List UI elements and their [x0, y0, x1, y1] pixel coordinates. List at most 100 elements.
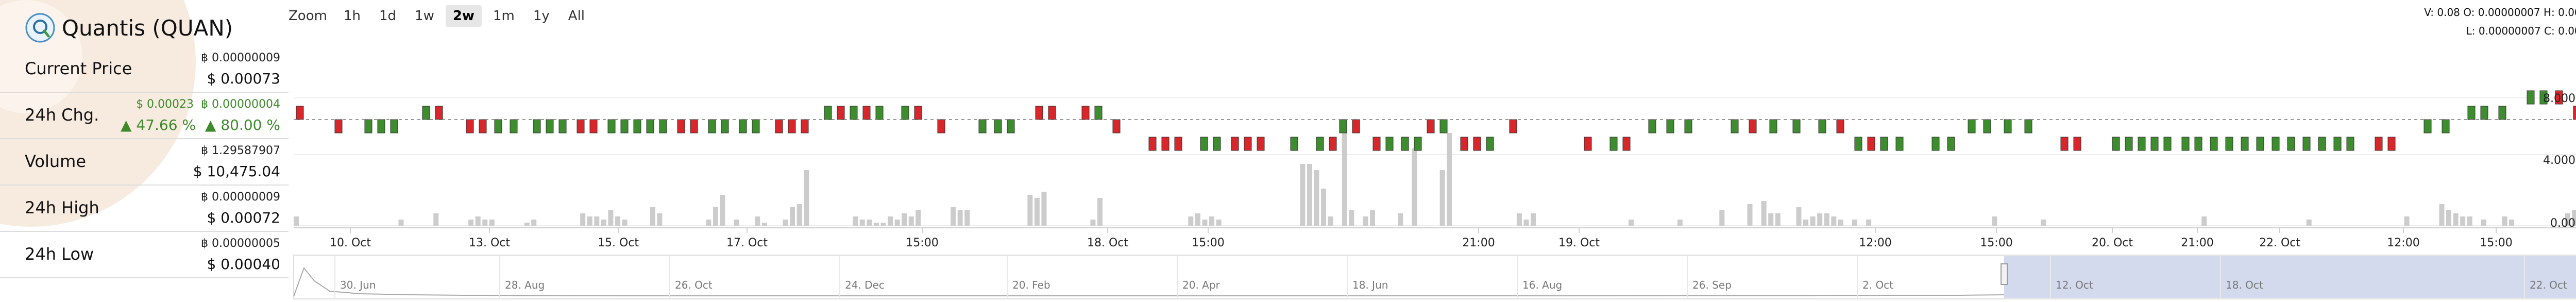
- y-tick-label: 4.00000000e-8: [2543, 154, 2576, 167]
- navigator-label: 28. Aug: [505, 279, 545, 291]
- stat-btc-value: ฿ 0.00000009: [201, 191, 280, 204]
- candle: [1473, 137, 1481, 151]
- candle: [2241, 137, 2249, 151]
- x-axis: 10. Oct 13. Oct 15. Oct 17. Oct 15:00 18. Oct…: [330, 228, 2513, 249]
- stat-btc-value: ฿ 0.00000009: [201, 52, 280, 64]
- zoom-1y-button[interactable]: 1y: [533, 8, 550, 24]
- candle: [1401, 137, 1409, 151]
- volume-bar: [755, 216, 760, 226]
- volume-bar: [1202, 220, 1208, 226]
- zoom-all-button[interactable]: All: [568, 8, 585, 24]
- zoom-1w-button[interactable]: 1w: [415, 8, 434, 24]
- candle: [1749, 119, 1757, 133]
- zoom-2w-button[interactable]: 2w: [445, 5, 482, 27]
- volume-bar: [468, 220, 474, 226]
- candle: [862, 106, 871, 120]
- volume-bar: [594, 216, 600, 226]
- stat-usd-value: $ 0.00040: [207, 256, 280, 273]
- volume-bar: [873, 223, 879, 226]
- x-tick-label: 15:00: [2480, 237, 2512, 249]
- candle: [1769, 119, 1777, 133]
- change-pct-btc: ▲ 80.00 %: [205, 116, 280, 133]
- candle: [2480, 106, 2488, 120]
- candle: [1947, 137, 1955, 151]
- stat-usd-value: $ 10,475.04: [193, 163, 280, 180]
- candle: [1213, 137, 1221, 151]
- stat-row-24h-change: 24h Chg. $ 0.00023 ฿ 0.00000004 ▲ 47.66 …: [0, 93, 289, 139]
- volume-bar: [706, 220, 711, 226]
- x-tick-label: 15. Oct: [598, 237, 639, 249]
- x-tick-label: 17. Oct: [726, 237, 768, 249]
- volume-bar: [916, 210, 921, 226]
- candle: [2387, 137, 2396, 151]
- volume-bar: [1516, 213, 1522, 226]
- x-tick-label: 15:00: [1980, 237, 2012, 249]
- zoom-1m-button[interactable]: 1m: [493, 8, 515, 24]
- zoom-1d-button[interactable]: 1d: [379, 8, 397, 24]
- volume-bar: [1831, 216, 1837, 226]
- candle: [1427, 119, 1435, 133]
- candle: [364, 119, 372, 133]
- volume-bar: [1314, 170, 1319, 226]
- candle: [1244, 137, 1252, 151]
- candle: [607, 119, 616, 133]
- volume-bars: [294, 133, 2576, 226]
- ohlc-readout: V: 0.08 O: 0.00000007 H: 0.00000008 L: 0…: [2424, 3, 2576, 40]
- candle: [1161, 137, 1170, 151]
- stat-label: 24h High: [25, 198, 99, 217]
- candle: [721, 119, 729, 133]
- stat-btc-value: ฿ 0.00000005: [201, 237, 280, 250]
- candle: [708, 119, 716, 133]
- candle: [1731, 119, 1739, 133]
- volume-bar: [2439, 204, 2445, 226]
- navigator-label: 26. Oct: [675, 279, 713, 291]
- volume-bar: [1677, 220, 1683, 226]
- navigator-label: 18. Oct: [2226, 279, 2263, 291]
- volume-bar: [2572, 210, 2576, 226]
- volume-bar: [475, 216, 481, 226]
- candle: [2060, 137, 2069, 151]
- volume-bar: [1768, 213, 1774, 226]
- volume-bar: [804, 170, 809, 226]
- zoom-1h-button[interactable]: 1h: [343, 8, 361, 24]
- x-tick-label: 13. Oct: [469, 237, 510, 249]
- candle: [2555, 90, 2563, 105]
- stat-label: Volume: [25, 152, 87, 171]
- candle: [1792, 119, 1801, 133]
- volume-bar: [1321, 189, 1327, 226]
- volume-bar: [2509, 220, 2515, 226]
- navigator-label: 20. Apr: [1182, 279, 1221, 291]
- candle: [1035, 106, 1043, 120]
- candle: [1666, 119, 1674, 133]
- volume-bar: [524, 223, 530, 226]
- volume-bar: [2460, 216, 2466, 226]
- candle: [1983, 119, 1991, 133]
- volume-bar: [1209, 216, 1215, 226]
- volume-bar: [1412, 148, 1417, 226]
- candle: [1174, 137, 1182, 151]
- candle: [466, 119, 474, 133]
- candlestick-series: [294, 90, 2576, 151]
- candle: [1414, 137, 1422, 151]
- candle: [2125, 137, 2133, 151]
- candle: [2272, 137, 2280, 151]
- candle: [633, 119, 641, 133]
- volume-bar: [1803, 220, 1809, 226]
- stat-row-24h-low: 24h Low ฿ 0.00000005 $ 0.00040: [0, 232, 289, 278]
- candle: [1372, 137, 1381, 151]
- stat-row-volume: Volume ฿ 1.29587907 $ 10,475.04: [0, 139, 289, 186]
- candle: [1895, 137, 1904, 151]
- x-tick-label: 20. Oct: [2092, 237, 2133, 249]
- navigator[interactable]: 30. Jun 28. Aug 26. Oct 24. Dec 20. Feb 20. A…: [293, 255, 2576, 299]
- volume-bar: [601, 220, 606, 226]
- volume-bar: [1349, 210, 1354, 226]
- candle: [1112, 119, 1121, 133]
- x-tick-label: 15:00: [906, 237, 938, 249]
- candle: [2442, 119, 2450, 133]
- volume-bar: [608, 210, 614, 226]
- candle: [775, 119, 783, 133]
- candle: [1316, 137, 1324, 151]
- candle: [801, 119, 809, 133]
- volume-bar: [1838, 220, 1843, 226]
